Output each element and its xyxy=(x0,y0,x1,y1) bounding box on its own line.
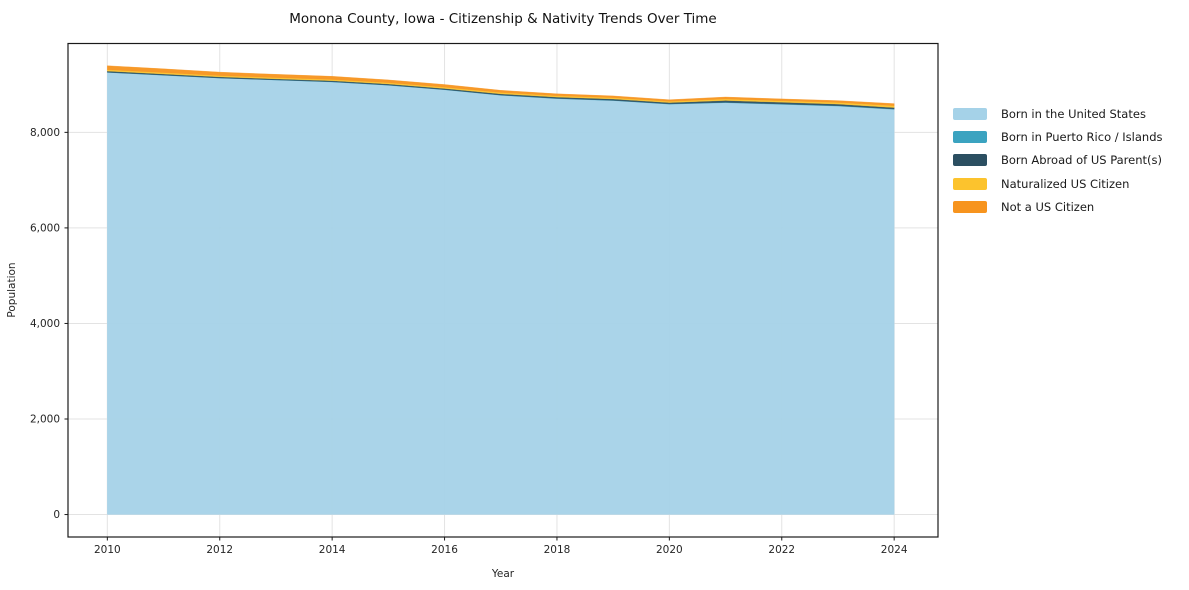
y-axis-label: Population xyxy=(6,262,18,317)
x-tick-label: 2014 xyxy=(319,544,346,556)
area-series xyxy=(107,65,895,515)
legend-item-3: Naturalized US Citizen xyxy=(953,172,1163,195)
legend-swatch-icon xyxy=(953,177,987,190)
chart-title: Monona County, Iowa - Citizenship & Nati… xyxy=(289,11,717,27)
area-series-4 xyxy=(107,65,895,106)
legend-label: Naturalized US Citizen xyxy=(1001,176,1130,191)
x-tick-label: 2016 xyxy=(431,544,458,556)
legend-swatch-icon xyxy=(953,130,987,143)
x-tick-label: 2010 xyxy=(94,544,121,556)
legend-label: Born Abroad of US Parent(s) xyxy=(1001,153,1162,168)
legend-label: Not a US Citizen xyxy=(1001,199,1095,214)
y-tick-label: 8,000 xyxy=(30,127,60,139)
legend-swatch-icon xyxy=(953,107,987,120)
plot-border xyxy=(67,42,939,538)
x-tick-label: 2022 xyxy=(768,544,795,556)
legend-item-2: Born Abroad of US Parent(s) xyxy=(953,149,1163,172)
y-tick-label: 2,000 xyxy=(30,413,60,425)
legend-item-4: Not a US Citizen xyxy=(953,195,1163,218)
legend-item-0: Born in the United States xyxy=(953,102,1163,125)
x-tick-label: 2024 xyxy=(881,544,908,556)
area-series-0 xyxy=(107,72,895,515)
chart-legend: Born in the United States Born in Puerto … xyxy=(953,102,1163,218)
plot-border-rect xyxy=(67,42,939,538)
legend-label: Born in the United States xyxy=(1001,106,1146,121)
x-tick-label: 2018 xyxy=(544,544,571,556)
y-tick-label: 6,000 xyxy=(30,222,60,234)
x-tick-label: 2012 xyxy=(206,544,233,556)
y-tick-label: 0 xyxy=(53,509,60,521)
axis-ticks: 2010 2012 2014 2016 2018 2020 2022 2024 0 2,000 4,… xyxy=(30,127,908,556)
legend-label: Born in Puerto Rico / Islands xyxy=(1001,129,1163,144)
legend-swatch-icon xyxy=(953,154,987,167)
x-axis-label: Year xyxy=(491,568,515,580)
x-tick-label: 2020 xyxy=(656,544,683,556)
y-tick-label: 4,000 xyxy=(30,318,60,330)
legend-swatch-icon xyxy=(953,200,987,213)
legend-item-1: Born in Puerto Rico / Islands xyxy=(953,125,1163,148)
